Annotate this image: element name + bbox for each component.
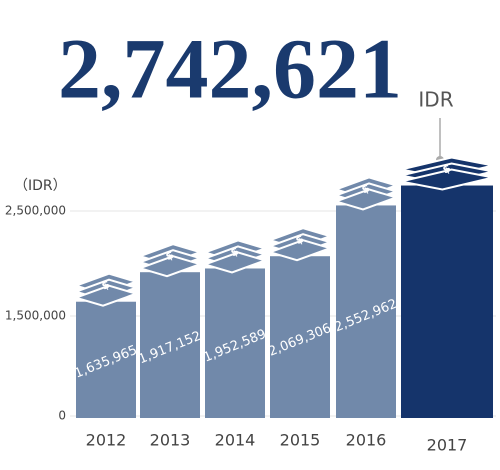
bill-stack bbox=[266, 239, 334, 262]
bill-stack bbox=[201, 251, 269, 274]
bar bbox=[401, 185, 493, 418]
bar-group: $2,069,306 bbox=[266, 227, 334, 418]
bar bbox=[140, 272, 200, 418]
x-tick-label: 2014 bbox=[215, 431, 256, 450]
bar bbox=[205, 268, 265, 418]
x-tick-label: 2013 bbox=[150, 431, 191, 450]
bar-group: $ bbox=[400, 156, 494, 418]
x-tick-label: 2017 bbox=[427, 436, 468, 455]
bill-stack bbox=[136, 255, 204, 278]
y-axis-label: （IDR） bbox=[14, 178, 67, 194]
bar bbox=[76, 301, 136, 418]
x-tick-label: 2016 bbox=[346, 431, 387, 450]
x-tick-label: 2012 bbox=[86, 431, 127, 450]
bar bbox=[270, 256, 330, 418]
y-tick-label: 1,500,000 bbox=[5, 309, 66, 323]
bill-stack bbox=[400, 168, 494, 191]
bar-group: $1,952,589 bbox=[201, 239, 269, 418]
bar bbox=[336, 205, 396, 418]
bill-stack bbox=[72, 284, 140, 307]
bar-group: $1,635,965 bbox=[72, 272, 140, 418]
y-tick-label: 2,500,000 bbox=[5, 204, 66, 218]
x-tick-label: 2015 bbox=[280, 431, 321, 450]
headline-unit: IDR bbox=[418, 88, 453, 112]
bar-group: $1,917,152 bbox=[136, 243, 204, 418]
y-tick-label: 0 bbox=[58, 409, 66, 423]
headline-value: 2,742,621 bbox=[58, 21, 402, 117]
bill-stack bbox=[332, 188, 400, 211]
bar-group: $2,552,962 bbox=[332, 176, 400, 418]
